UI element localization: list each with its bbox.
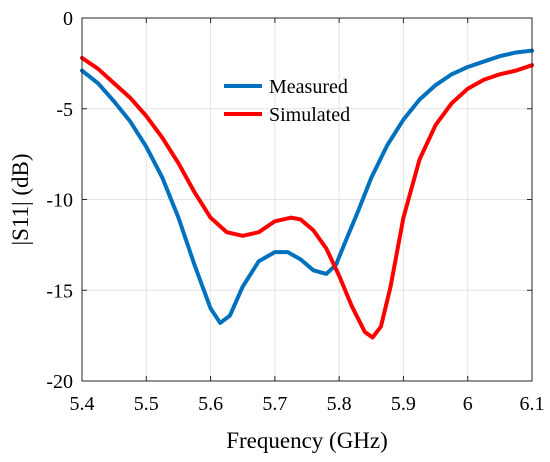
grid [82, 18, 532, 381]
series-line-simulated [80, 55, 534, 340]
y-tick-label: 0 [63, 8, 73, 30]
x-tick-label: 5.8 [327, 393, 352, 415]
x-axis: 5.4 5.5 5.6 5.7 5.8 5.9 6 6.1 [70, 18, 545, 415]
series-line-measured [80, 48, 534, 325]
y-tick-label: -15 [46, 280, 73, 302]
x-tick-label: 6 [463, 393, 473, 415]
y-axis-label: |S11| (dB) [8, 153, 33, 245]
y-axis: 0 -5 -10 -15 -20 [46, 8, 532, 393]
legend-label-simulated: Simulated [269, 104, 350, 126]
legend: Measured Simulated [224, 76, 350, 126]
x-tick-label: 5.9 [391, 393, 416, 415]
x-axis-label: Frequency (GHz) [226, 428, 388, 453]
x-tick-label: 5.6 [198, 393, 223, 415]
y-tick-label: -10 [46, 190, 73, 212]
y-tick-label: -20 [46, 371, 73, 393]
x-tick-label: 5.5 [134, 393, 159, 415]
x-tick-label: 6.1 [520, 393, 545, 415]
x-tick-label: 5.7 [262, 393, 287, 415]
y-tick-label: -5 [56, 99, 73, 121]
plot-area [80, 48, 534, 340]
x-tick-label: 5.4 [70, 393, 95, 415]
legend-label-measured: Measured [269, 76, 348, 98]
